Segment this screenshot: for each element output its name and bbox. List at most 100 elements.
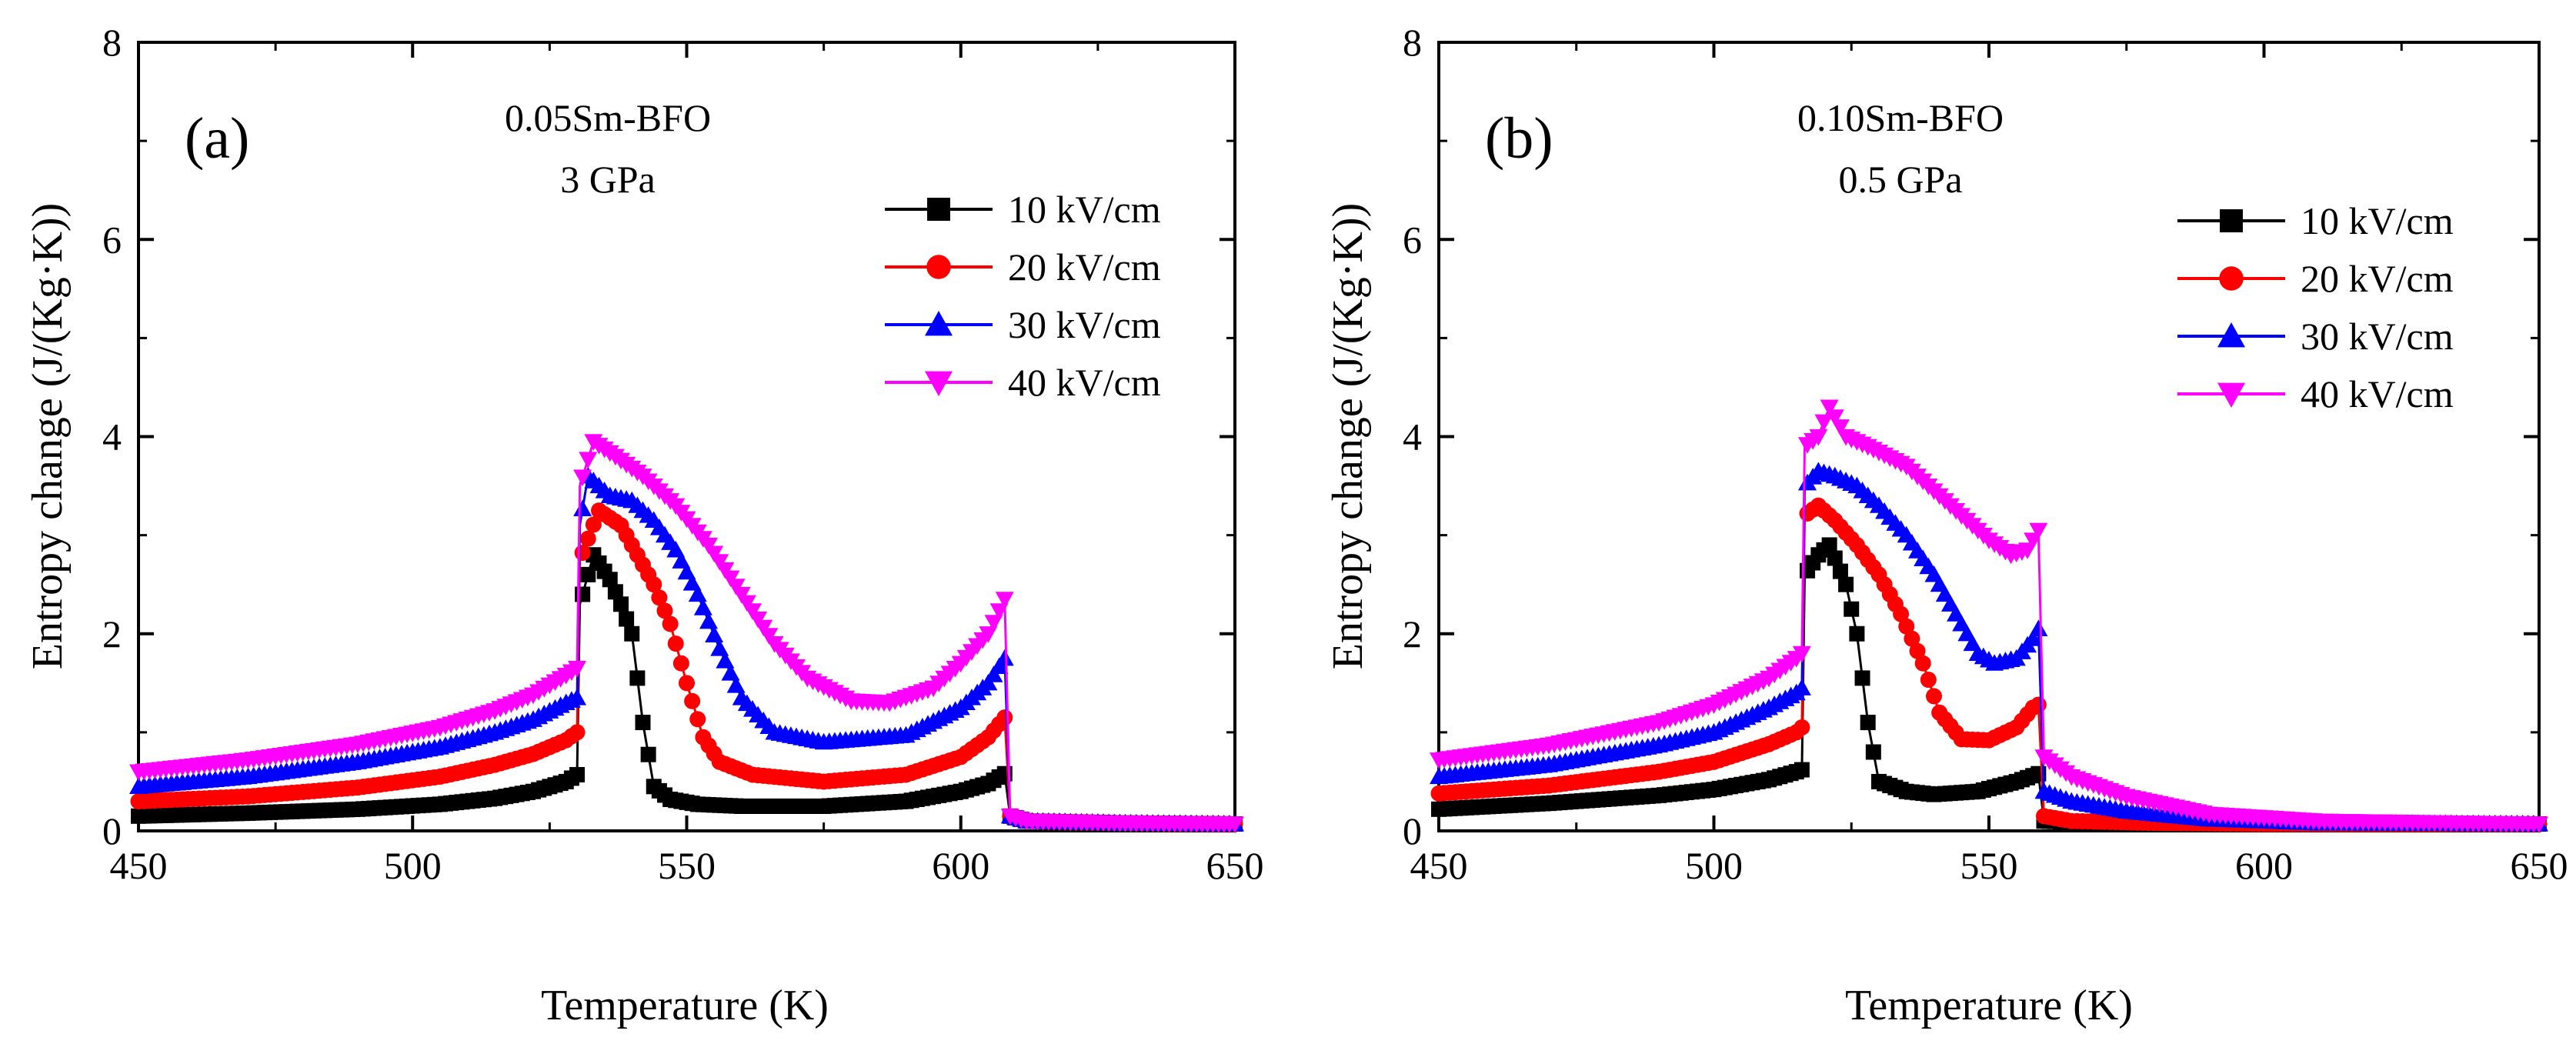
data-point: [666, 540, 686, 558]
data-point: [672, 552, 691, 569]
legend-marker: [2217, 322, 2245, 348]
data-point: [1838, 576, 1854, 592]
x-tick-label: 600: [932, 844, 989, 887]
data-point: [1914, 655, 1931, 672]
data-point: [667, 635, 684, 652]
data-point: [1794, 719, 1810, 735]
pressure-label: 0.5 GPa: [1838, 158, 1962, 201]
data-point: [1865, 744, 1881, 760]
data-point: [1226, 816, 1244, 834]
series-20-kv-cm: [130, 502, 1243, 832]
series-40-kv-cm: [1430, 399, 2548, 834]
data-point: [716, 651, 735, 669]
data-point: [585, 516, 602, 533]
data-point: [1849, 625, 1865, 642]
legend-label: 40 kV/cm: [2301, 372, 2454, 415]
data-point: [1844, 601, 1860, 617]
data-point: [568, 689, 586, 705]
sample-label: 0.05Sm-BFO: [505, 96, 711, 139]
x-tick-label: 550: [1960, 844, 2018, 887]
x-tick-label: 450: [1410, 844, 1468, 887]
data-point: [602, 572, 618, 588]
legend-label: 40 kV/cm: [1008, 361, 1161, 404]
data-point: [569, 766, 585, 782]
data-point: [1794, 762, 1810, 778]
data-point: [568, 660, 586, 678]
data-point: [1909, 642, 1926, 659]
sample-label: 0.10Sm-BFO: [1797, 96, 2004, 139]
x-axis-title: Temperature (K): [541, 982, 829, 1029]
data-point: [1827, 550, 1843, 566]
y-tick-label: 4: [1403, 415, 1422, 459]
data-point: [646, 576, 662, 593]
data-point: [573, 469, 592, 487]
legend-label: 20 kV/cm: [1008, 245, 1161, 289]
data-point: [672, 655, 689, 672]
data-point: [635, 715, 651, 731]
data-point: [989, 603, 1009, 620]
data-point: [979, 626, 998, 643]
data-point: [688, 585, 707, 602]
data-point: [705, 625, 724, 642]
data-point: [1860, 715, 1876, 731]
data-point: [656, 602, 673, 619]
data-point: [1830, 419, 1850, 436]
data-point: [684, 692, 701, 709]
panel-letter: (a): [185, 106, 249, 171]
data-point: [1820, 399, 1839, 417]
data-point: [573, 499, 592, 517]
y-tick-label: 0: [1403, 809, 1422, 852]
data-point: [607, 584, 623, 600]
data-point: [996, 709, 1013, 726]
data-point: [1832, 563, 1848, 579]
x-tick-label: 650: [2511, 844, 2568, 887]
data-point: [2530, 816, 2548, 834]
data-point: [1926, 688, 1942, 705]
data-point: [2024, 629, 2043, 646]
x-tick-label: 450: [110, 844, 168, 887]
y-tick-label: 8: [102, 21, 122, 64]
data-point: [619, 611, 635, 627]
data-point: [721, 664, 740, 681]
y-tick-label: 0: [102, 809, 122, 852]
legend: 10 kV/cm 20 kV/cm 30 kV/cm 40 kV/cm: [885, 188, 1161, 404]
data-point: [2029, 522, 2048, 540]
panel-b: (b) 0.10Sm-BFO 0.5 GPa Temperature (K) E…: [1324, 21, 2568, 1029]
plot-frame: [1437, 41, 2541, 832]
legend-marker: [926, 255, 951, 279]
data-point: [569, 724, 586, 741]
data-point: [579, 452, 598, 469]
y-tick-label: 4: [102, 415, 122, 459]
x-tick-label: 550: [658, 844, 716, 887]
y-tick-label: 2: [1403, 612, 1422, 655]
legend-marker: [927, 198, 950, 221]
data-point: [1809, 429, 1828, 446]
x-tick-label: 500: [1685, 844, 1743, 887]
x-axis-title: Temperature (K): [1845, 982, 2133, 1029]
data-point: [1821, 537, 1837, 553]
y-tick-label: 6: [1403, 218, 1422, 261]
data-point: [651, 589, 668, 606]
data-point: [1898, 618, 1915, 635]
y-axis-title: Entropy change (J/(Kg·K)): [24, 203, 72, 669]
y-axis-title: Entropy change (J/(Kg·K)): [1324, 203, 1372, 669]
data-point: [2030, 696, 2047, 713]
legend-marker: [2219, 266, 2244, 291]
data-point: [1904, 630, 1920, 647]
data-point: [1814, 414, 1834, 432]
legend-label: 30 kV/cm: [2301, 315, 2454, 358]
data-point: [640, 746, 656, 762]
data-point: [1854, 670, 1870, 686]
plot-frame: [137, 41, 1236, 832]
data-point: [693, 599, 712, 615]
legend-label: 30 kV/cm: [1008, 303, 1161, 346]
data-point: [726, 676, 746, 693]
legend-label: 10 kV/cm: [1008, 188, 1161, 231]
data-point: [2029, 619, 2048, 636]
data-point: [1920, 672, 1937, 689]
data-point: [1825, 409, 1844, 426]
legend-label: 10 kV/cm: [2301, 199, 2454, 242]
data-point: [574, 545, 591, 562]
y-tick-label: 2: [102, 612, 122, 655]
